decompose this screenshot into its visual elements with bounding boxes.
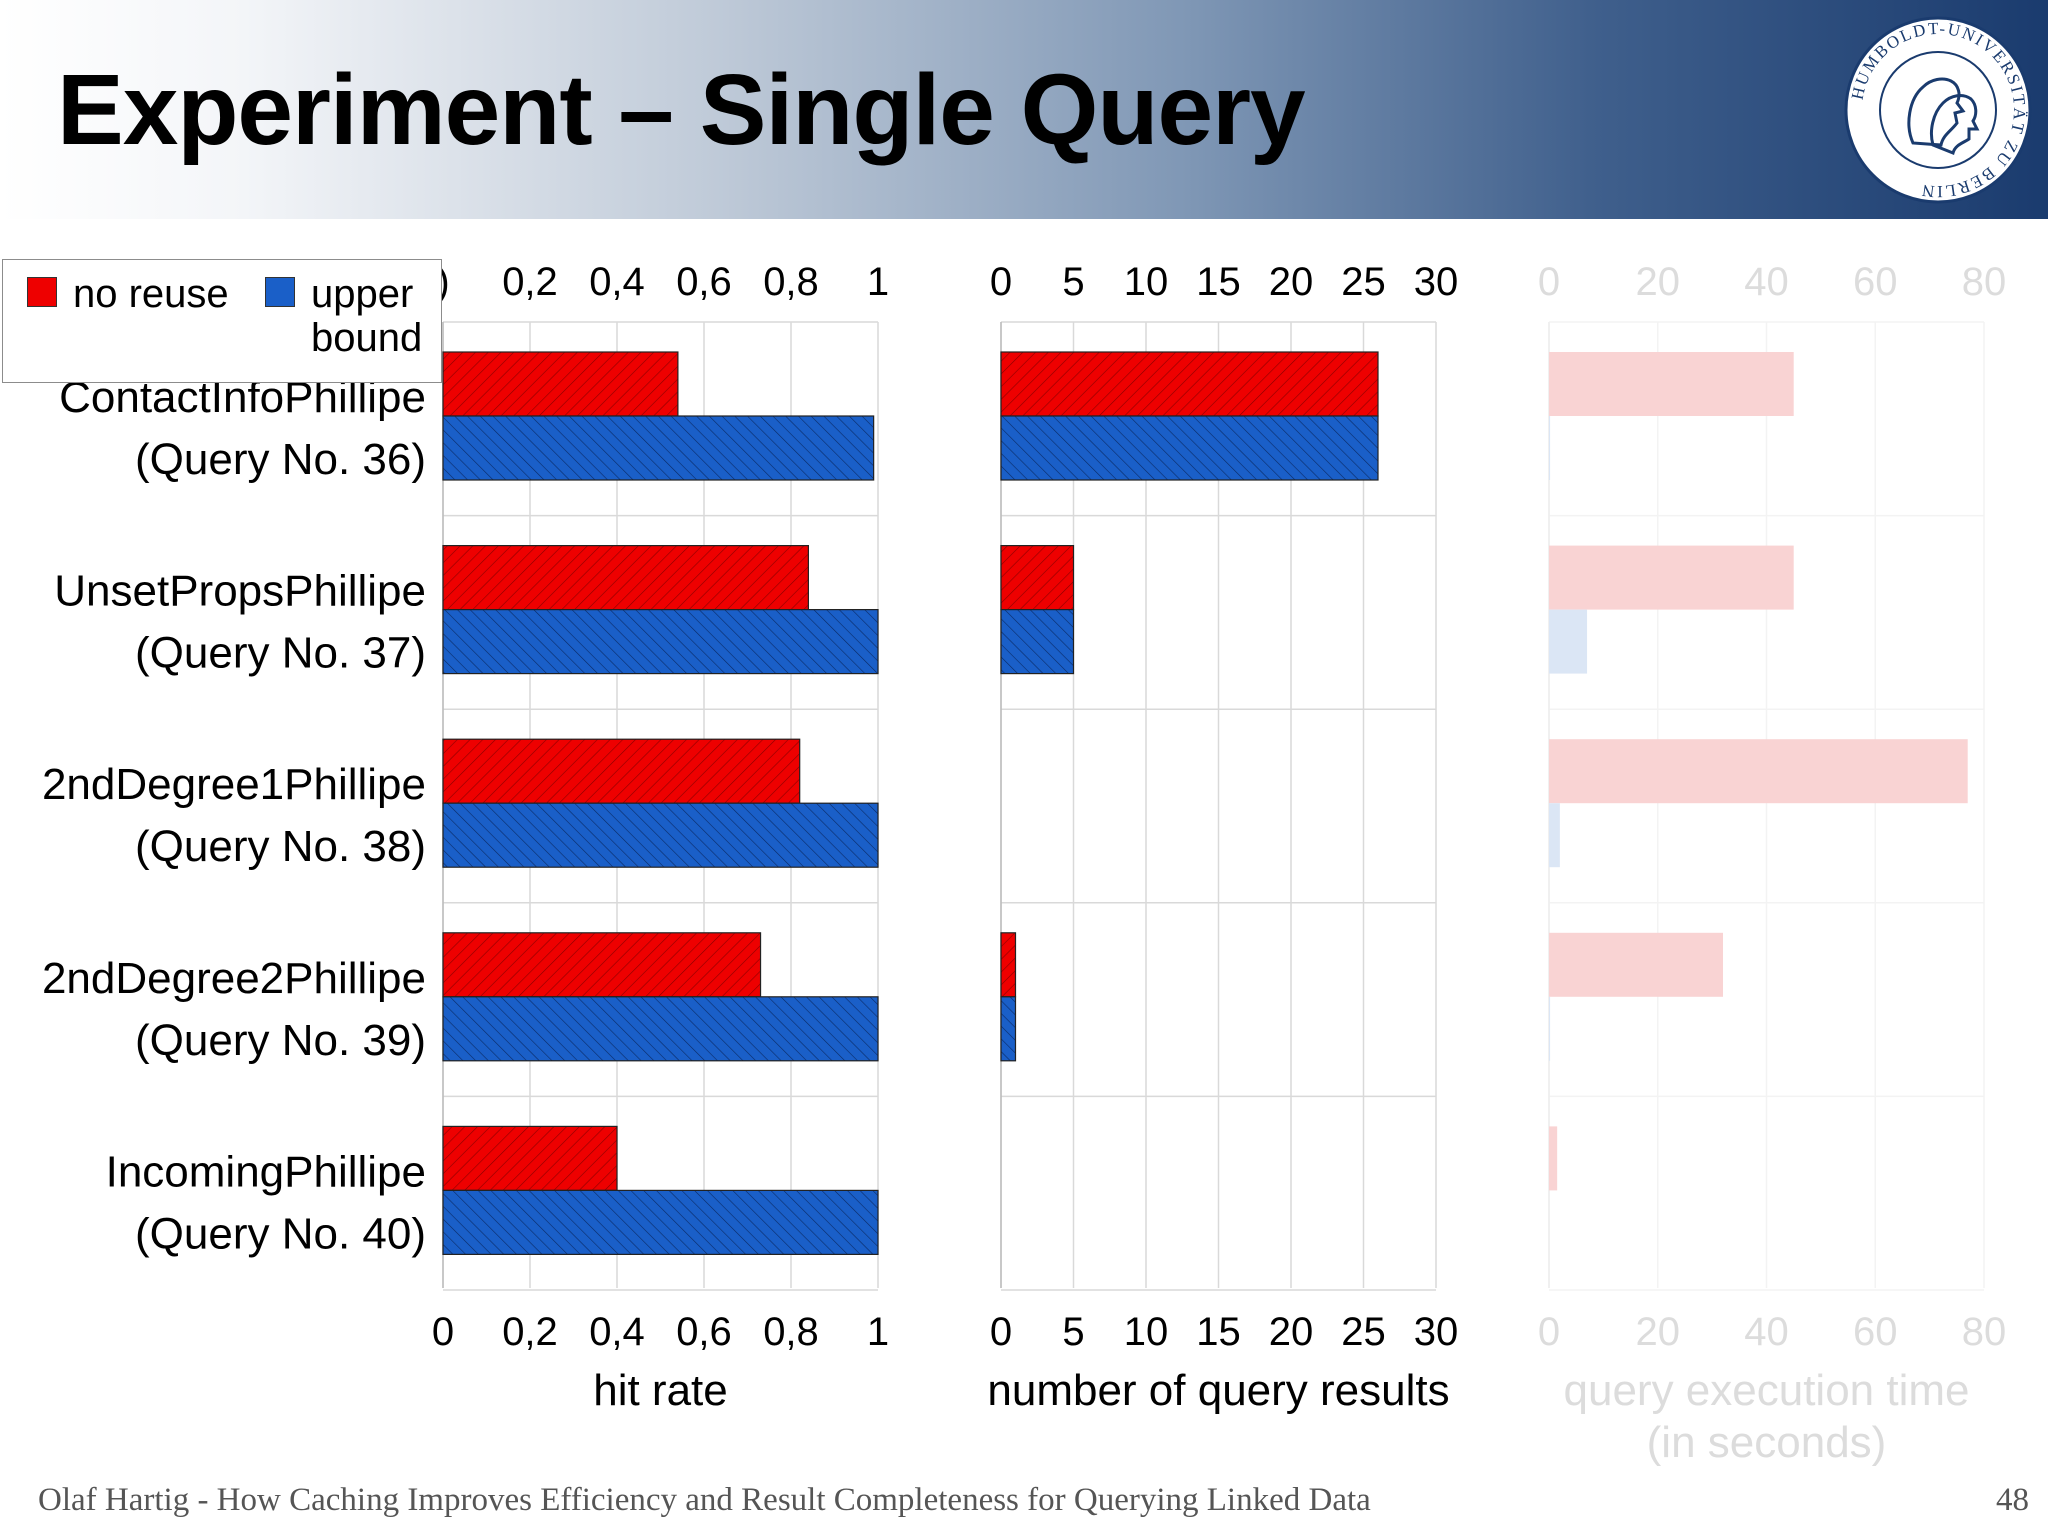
query-results-bar-upper-bound-contactinfophillipe — [1000, 415, 1379, 481]
category-label-incomingphillipe: IncomingPhillipe — [106, 1147, 426, 1196]
hit-rate-bar-no-reuse-incomingphillipe — [442, 1125, 618, 1192]
query-results-bar-no-reuse-unsetpropsphillipe — [1000, 544, 1075, 611]
execution-time-axis-title: (in seconds) — [1647, 1418, 1887, 1467]
category-label-incomingphillipe: (Query No. 40) — [135, 1209, 426, 1258]
category-label-unsetpropsphillipe: (Query No. 37) — [135, 629, 426, 678]
query-results-tick-label-bottom: 20 — [1269, 1310, 1314, 1354]
query-results-tick-label-bottom: 30 — [1414, 1310, 1459, 1354]
hit-rate-bar-upper-bound-unsetpropsphillipe — [442, 608, 879, 675]
hit-rate-tick-label-bottom: 0,6 — [676, 1310, 732, 1354]
query-results-bar-upper-bound-unsetpropsphillipe — [1000, 608, 1075, 675]
query-results-bar-no-reuse-2nddegree2phillipe — [1000, 932, 1017, 998]
execution-time-tick-label-bottom: 80 — [1962, 1310, 2007, 1354]
execution-time-tick-label-top: 20 — [1636, 260, 1681, 304]
execution-time-bar-upper-bound-2nddegree1phillipe — [1549, 803, 1560, 868]
legend-label-no-reuse: no reuse — [73, 272, 229, 316]
query-results-tick-label-top: 30 — [1414, 260, 1459, 304]
hit-rate-bar-upper-bound-2nddegree1phillipe — [442, 802, 879, 868]
query-results-tick-label-bottom: 5 — [1062, 1310, 1084, 1354]
execution-time-bar-upper-bound-unsetpropsphillipe — [1549, 609, 1588, 674]
category-label-2nddegree2phillipe: 2ndDegree2Phillipe — [42, 954, 426, 1003]
slide-title: Experiment – Single Query — [57, 54, 1306, 166]
execution-time-tick-label-top: 0 — [1538, 260, 1560, 304]
execution-time-tick-label-bottom: 0 — [1538, 1310, 1560, 1354]
execution-time-tick-label-bottom: 60 — [1853, 1310, 1898, 1354]
execution-time-bar-upper-bound-2nddegree2phillipe — [1549, 996, 1551, 1061]
hit-rate-tick-label-top: 0,4 — [589, 260, 645, 304]
title-banner — [0, 0, 2048, 219]
hit-rate-tick-label-top: 0,2 — [502, 260, 558, 304]
hit-rate-tick-label-bottom: 0,4 — [589, 1310, 645, 1354]
query-results-tick-label-top: 5 — [1062, 260, 1084, 304]
execution-time-tick-label-top: 80 — [1962, 260, 2007, 304]
category-label-2nddegree2phillipe: (Query No. 39) — [135, 1016, 426, 1065]
hit-rate-axis-title: hit rate — [593, 1366, 728, 1415]
execution-time-bar-upper-bound-contactinfophillipe — [1549, 416, 1551, 480]
legend: no reuse upper bound — [2, 259, 442, 383]
category-label-2nddegree1phillipe: 2ndDegree1Phillipe — [42, 760, 426, 809]
hit-rate-bar-no-reuse-unsetpropsphillipe — [442, 544, 809, 611]
query-results-bar-upper-bound-2nddegree2phillipe — [1000, 996, 1017, 1062]
hit-rate-tick-label-top: 0,6 — [676, 260, 732, 304]
execution-time-axis-title: query execution time — [1564, 1366, 1970, 1415]
hit-rate-bar-upper-bound-incomingphillipe — [442, 1189, 879, 1256]
hit-rate-tick-label-bottom: 0,8 — [763, 1310, 819, 1354]
query-results-tick-label-bottom: 25 — [1341, 1310, 1386, 1354]
execution-time-bar-no-reuse-2nddegree2phillipe — [1549, 932, 1723, 997]
hit-rate-tick-label-top: 1 — [867, 260, 889, 304]
execution-time-bar-no-reuse-incomingphillipe — [1549, 1126, 1558, 1191]
execution-time-bar-no-reuse-contactinfophillipe — [1549, 352, 1794, 416]
query-results-axis-title: number of query results — [987, 1366, 1449, 1415]
hit-rate-tick-label-bottom: 0 — [432, 1310, 454, 1354]
hit-rate-tick-label-top: 0,8 — [763, 260, 819, 304]
execution-time-bar-no-reuse-2nddegree1phillipe — [1549, 739, 1968, 804]
execution-time-tick-label-bottom: 40 — [1744, 1310, 1789, 1354]
category-label-contactinfophillipe: (Query No. 36) — [135, 435, 426, 484]
legend-swatch-upper-bound — [265, 277, 295, 307]
hit-rate-bar-upper-bound-2nddegree2phillipe — [442, 996, 879, 1062]
page-number: 48 — [1996, 1482, 2029, 1518]
legend-label-upper-bound: upper bound — [311, 272, 423, 360]
footer-text: Olaf Hartig - How Caching Improves Effic… — [38, 1482, 1371, 1518]
query-results-tick-label-bottom: 10 — [1124, 1310, 1169, 1354]
university-seal-logo: HUMBOLDT-UNIVERSITÄT ZU BERLIN — [1844, 16, 2032, 204]
hit-rate-tick-label-bottom: 1 — [867, 1310, 889, 1354]
query-results-tick-label-bottom: 15 — [1196, 1310, 1241, 1354]
query-results-tick-label-top: 20 — [1269, 260, 1314, 304]
category-label-unsetpropsphillipe: UnsetPropsPhillipe — [54, 567, 426, 616]
execution-time-tick-label-top: 40 — [1744, 260, 1789, 304]
legend-swatch-no-reuse — [27, 277, 57, 307]
hit-rate-bar-no-reuse-2nddegree2phillipe — [442, 932, 762, 998]
query-results-tick-label-bottom: 0 — [990, 1310, 1012, 1354]
execution-time-tick-label-bottom: 20 — [1636, 1310, 1681, 1354]
query-results-tick-label-top: 15 — [1196, 260, 1241, 304]
execution-time-bar-no-reuse-unsetpropsphillipe — [1549, 545, 1794, 610]
hit-rate-bar-no-reuse-contactinfophillipe — [442, 351, 679, 417]
query-results-tick-label-top: 25 — [1341, 260, 1386, 304]
category-label-2nddegree1phillipe: (Query No. 38) — [135, 822, 426, 871]
hit-rate-bar-no-reuse-2nddegree1phillipe — [442, 738, 801, 804]
hit-rate-bar-upper-bound-contactinfophillipe — [442, 415, 875, 481]
hit-rate-tick-label-bottom: 0,2 — [502, 1310, 558, 1354]
query-results-tick-label-top: 10 — [1124, 260, 1169, 304]
query-results-tick-label-top: 0 — [990, 260, 1012, 304]
execution-time-tick-label-top: 60 — [1853, 260, 1898, 304]
query-results-bar-no-reuse-contactinfophillipe — [1000, 351, 1379, 417]
